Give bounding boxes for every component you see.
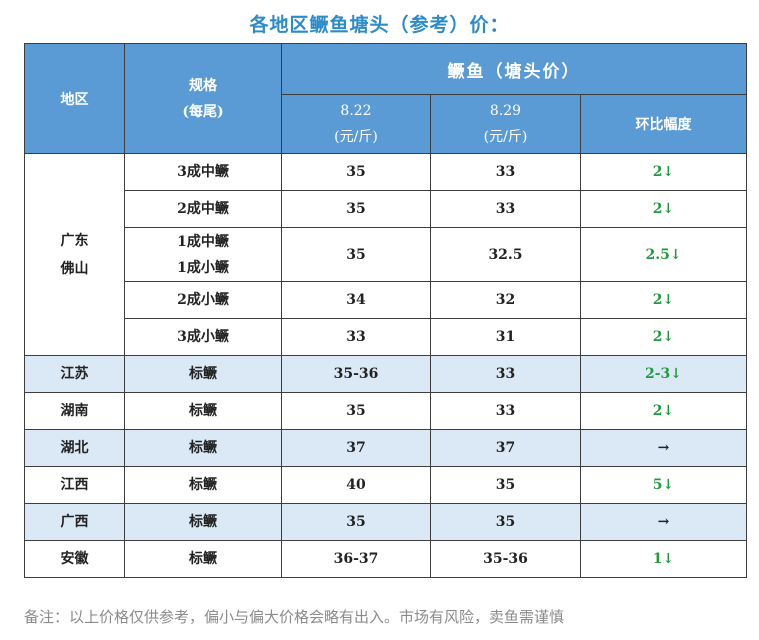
header-date2-label: 8.29 xyxy=(489,103,522,119)
cell-price-0822: 33 xyxy=(281,318,431,356)
table-body: 广东 佛山 3成中鳜 35 33 2↓ 2成中鳜 35 33 2↓ 1成中鳜 1成小鳜 35 32.5 2.… xyxy=(24,153,748,578)
cell-price-0829: 35-36 xyxy=(430,540,581,578)
header-date2-unit: (元/斤) xyxy=(483,129,528,145)
table-row: 湖北 标鳜 37 37 → xyxy=(24,429,748,467)
cell-price-0829: 33 xyxy=(430,153,581,191)
cell-spec: 3成中鳜 xyxy=(124,153,282,191)
page-title: 各地区鳜鱼塘头（参考）价： xyxy=(249,14,510,36)
region-label: 广东 xyxy=(60,232,89,249)
cell-spec: 3成小鳜 xyxy=(124,318,282,356)
cell-spec: 标鳜 xyxy=(124,503,282,541)
table-row: 湖南 标鳜 35 33 2↓ xyxy=(24,392,748,430)
cell-change: 2↓ xyxy=(579,392,748,430)
table-row: 安徽 标鳜 36-37 35-36 1↓ xyxy=(24,540,748,578)
cell-spec: 2成小鳜 xyxy=(124,281,282,319)
header-date2: 8.29 (元/斤) xyxy=(430,94,581,154)
cell-change: 2-3↓ xyxy=(579,355,748,393)
spec-label: 标鳜 xyxy=(189,403,217,419)
region-label: 江西 xyxy=(60,477,89,493)
cell-change: 1↓ xyxy=(579,540,748,578)
header-spec-line1: 规格 xyxy=(189,77,217,94)
cell-price-0829: 31 xyxy=(430,318,581,356)
cell-price-0822: 37 xyxy=(281,429,431,467)
header-change: 环比幅度 xyxy=(579,94,748,154)
header-product: 鳜鱼（塘头价） xyxy=(280,43,748,95)
cell-price-0822: 35 xyxy=(281,503,431,541)
spec-label: 标鳜 xyxy=(189,477,217,493)
cell-region: 广西 xyxy=(24,503,125,541)
spec-label: 标鳜 xyxy=(189,440,217,456)
spec-label: 1成中鳜 xyxy=(177,233,229,250)
cell-region: 江苏 xyxy=(24,355,125,393)
cell-change: 2.5↓ xyxy=(579,227,748,282)
table-row: 广东 佛山 3成中鳜 35 33 2↓ xyxy=(24,153,748,356)
cell-change: 2↓ xyxy=(579,281,748,319)
table-row: 2成中鳜 35 33 2↓ xyxy=(25,190,748,228)
cell-price-0822: 36-37 xyxy=(281,540,431,578)
cell-change: 2↓ xyxy=(579,153,748,191)
price-table: 地区 规格 (每尾) 鳜鱼（塘头价） 8.22 (元/斤) 8.29 (元/斤)… xyxy=(24,43,748,578)
cell-change: 2↓ xyxy=(579,318,748,356)
cell-change: → xyxy=(579,429,748,467)
region-label: 佛山 xyxy=(60,260,89,277)
cell-price-0822: 35 xyxy=(281,392,431,430)
cell-spec: 标鳜 xyxy=(124,429,282,467)
spec-label: 3成中鳜 xyxy=(177,164,229,180)
cell-region: 安徽 xyxy=(24,540,125,578)
spec-label: 2成中鳜 xyxy=(177,201,229,217)
cell-change: → xyxy=(579,503,748,541)
header-date1: 8.22 (元/斤) xyxy=(281,94,431,154)
cell-spec: 标鳜 xyxy=(124,355,282,393)
cell-region: 湖南 xyxy=(24,392,125,430)
table-row: 江西 标鳜 40 35 5↓ xyxy=(24,466,748,504)
cell-spec: 标鳜 xyxy=(124,540,282,578)
table-row: 3成小鳜 33 31 2↓ xyxy=(25,318,748,356)
cell-price-0829: 35 xyxy=(430,503,581,541)
region-label: 广西 xyxy=(60,514,89,530)
region-label: 湖北 xyxy=(60,440,89,456)
table-row: 1成中鳜 1成小鳜 35 32.5 2.5↓ xyxy=(25,227,748,282)
cell-spec: 1成中鳜 1成小鳜 xyxy=(124,227,282,282)
spec-label: 1成小鳜 xyxy=(177,259,229,276)
region-label: 江苏 xyxy=(60,366,89,382)
cell-price-0829: 33 xyxy=(430,392,581,430)
cell-change: 5↓ xyxy=(579,466,748,504)
cell-spec: 标鳜 xyxy=(124,466,282,504)
cell-change: 2↓ xyxy=(579,190,748,228)
cell-price-0822: 35 xyxy=(281,153,431,191)
region-label: 湖南 xyxy=(60,403,89,419)
cell-price-0822: 35-36 xyxy=(281,355,431,393)
header-spec-line2: (每尾) xyxy=(182,103,224,120)
cell-region: 湖北 xyxy=(24,429,125,467)
cell-price-0829: 33 xyxy=(430,355,581,393)
spec-label: 标鳜 xyxy=(189,366,217,382)
cell-price-0829: 32.5 xyxy=(430,227,581,282)
header-spec: 规格 (每尾) xyxy=(124,43,282,154)
spec-label: 标鳜 xyxy=(189,551,217,567)
header-date1-label: 8.22 xyxy=(340,103,372,119)
cell-spec: 标鳜 xyxy=(124,392,282,430)
cell-price-0829: 35 xyxy=(430,466,581,504)
cell-price-0822: 40 xyxy=(281,466,431,504)
cell-price-0822: 34 xyxy=(281,281,431,319)
cell-price-0822: 35 xyxy=(281,227,431,282)
spec-label: 2成小鳜 xyxy=(177,292,229,308)
cell-price-0829: 32 xyxy=(430,281,581,319)
spec-label: 标鳜 xyxy=(189,514,217,530)
cell-spec: 2成中鳜 xyxy=(124,190,282,228)
spec-label: 3成小鳜 xyxy=(177,329,229,345)
cell-region: 江西 xyxy=(24,466,125,504)
cell-price-0822: 35 xyxy=(281,190,431,228)
table-row: 广西 标鳜 35 35 → xyxy=(24,503,748,541)
table-row: 江苏 标鳜 35-36 33 2-3↓ xyxy=(24,355,748,393)
cell-region: 广东 佛山 xyxy=(24,153,125,356)
table-row: 2成小鳜 34 32 2↓ xyxy=(25,281,748,319)
footnote: 备注：以上价格仅供参考，偏小与偏大价格会略有出入。市场有风险，卖鱼需谨慎 xyxy=(24,608,565,626)
region-label: 安徽 xyxy=(60,551,89,567)
header-region: 地区 xyxy=(24,43,125,154)
cell-price-0829: 33 xyxy=(430,190,581,228)
header-date1-unit: (元/斤) xyxy=(334,129,378,145)
table-header: 地区 规格 (每尾) 鳜鱼（塘头价） 8.22 (元/斤) 8.29 (元/斤)… xyxy=(24,43,748,154)
cell-price-0829: 37 xyxy=(430,429,581,467)
